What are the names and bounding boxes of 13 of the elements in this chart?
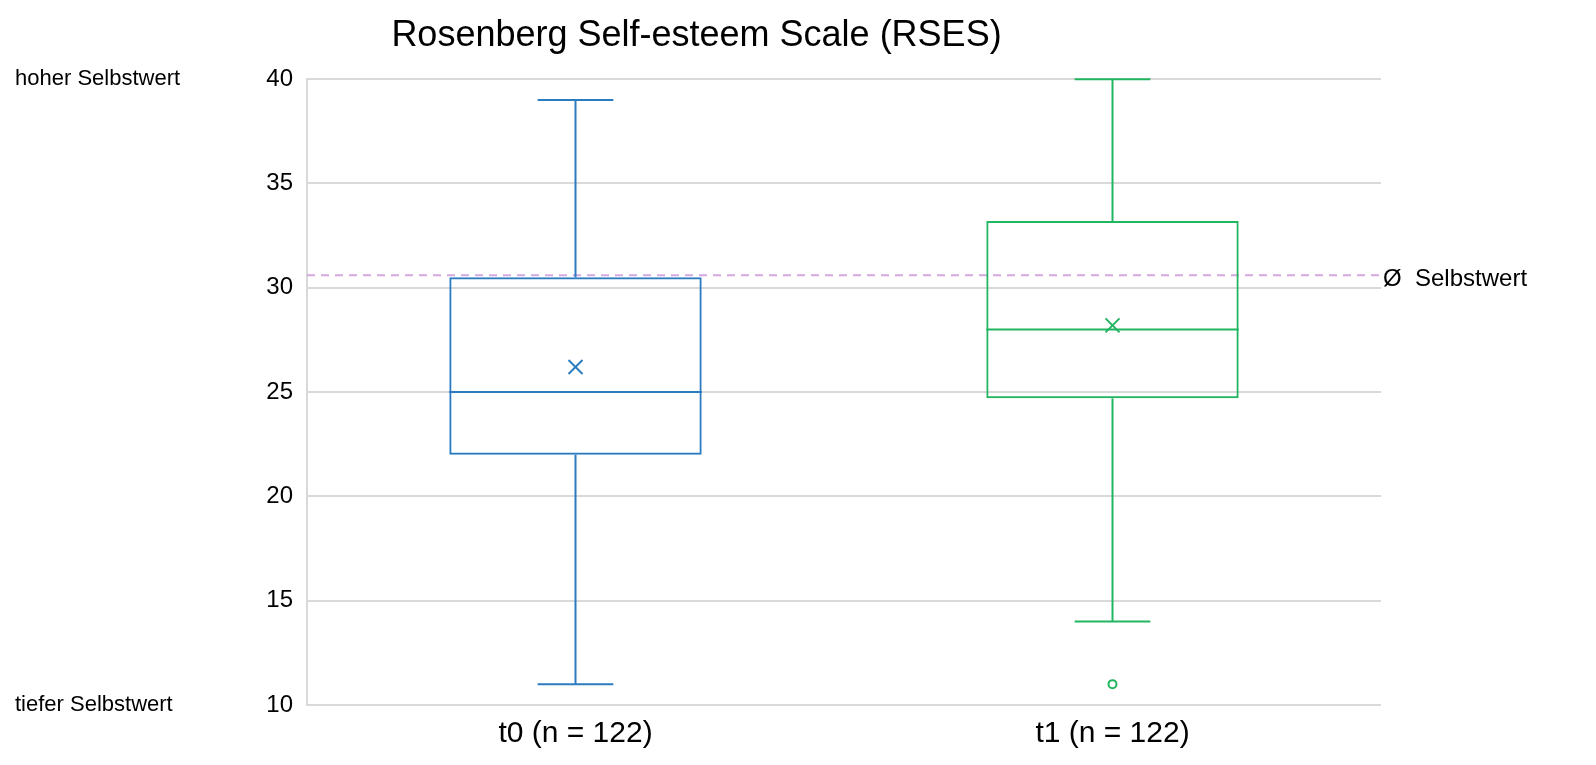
text: hoher Selbstwert — [15, 65, 181, 91]
x-tick-label: t1 (n = 122) — [1035, 715, 1190, 749]
chart-title: Rosenberg Self-esteem Scale (RSES) — [391, 12, 1002, 54]
ref-line-label: Ø Selbstwert — [1383, 263, 1528, 291]
y-tick-label: 15 — [266, 585, 293, 613]
y-tick-label: 30 — [266, 272, 293, 300]
x-tick-label: t0 (n = 122) — [498, 715, 653, 749]
y-tick-label: 40 — [266, 63, 293, 91]
y-tick-label: 35 — [266, 168, 293, 196]
y-tick-label: 20 — [266, 481, 293, 509]
y-tick-label: 10 — [266, 689, 293, 717]
y-tick-label: 25 — [266, 376, 293, 404]
text: tiefer Selbstwert — [15, 691, 173, 717]
